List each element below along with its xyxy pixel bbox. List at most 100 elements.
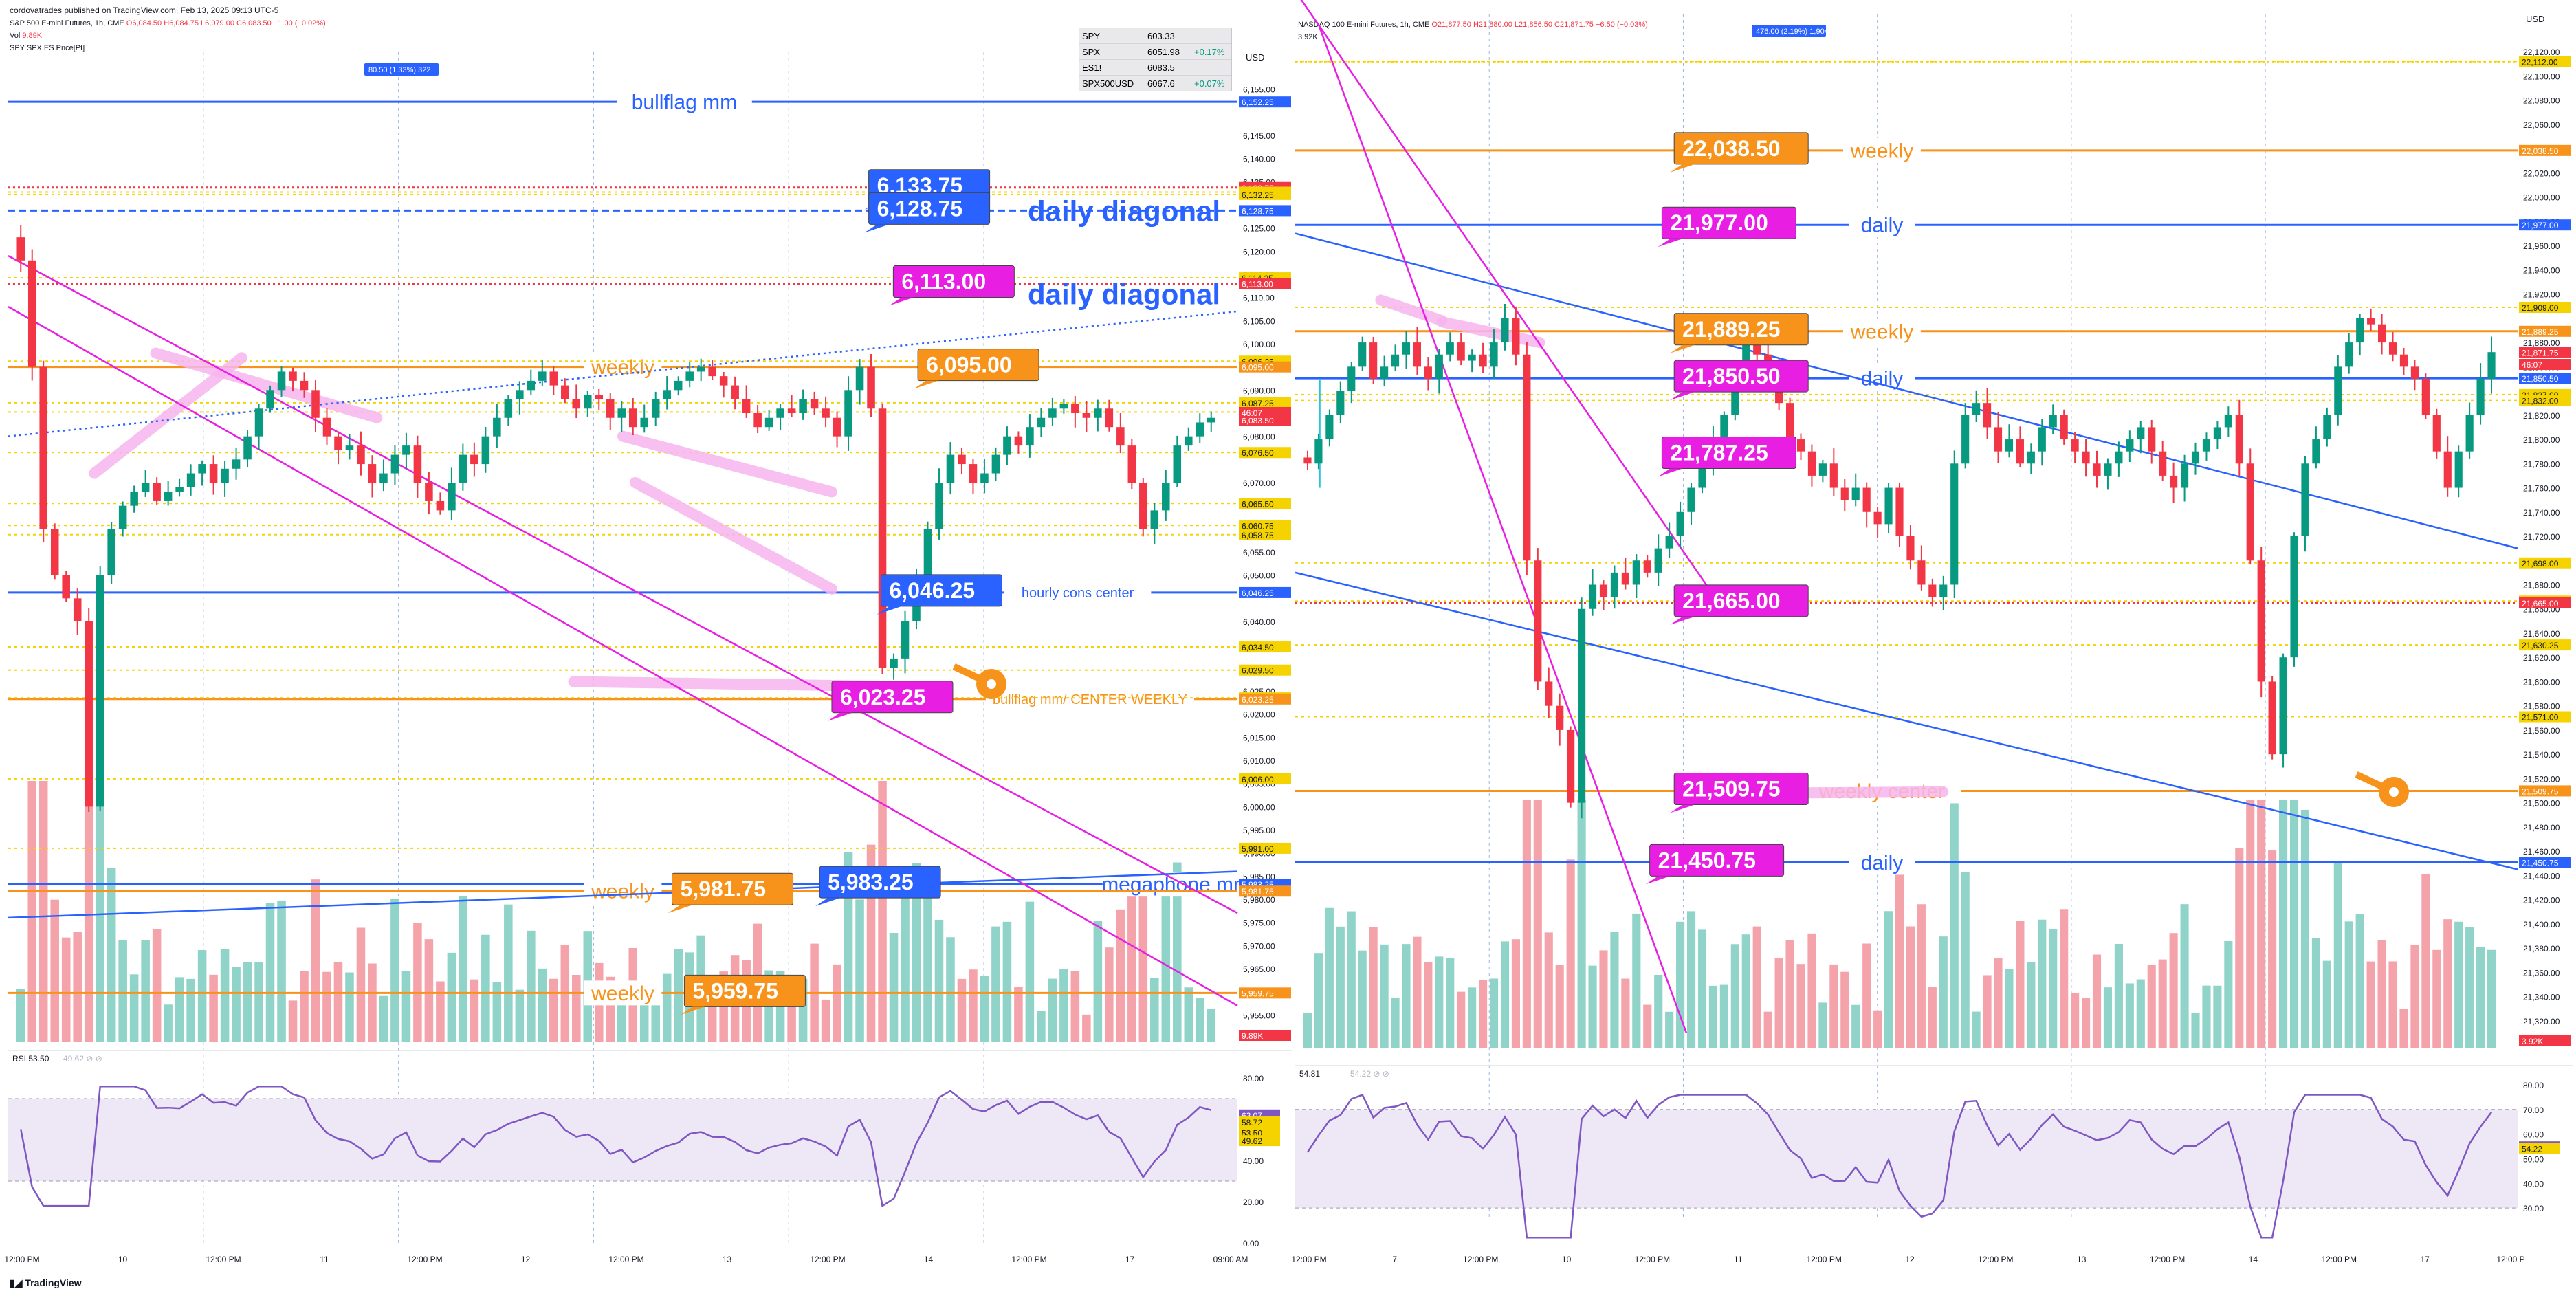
price-callout-pointer — [877, 606, 902, 615]
candle-body — [2421, 378, 2430, 415]
rsi-extra: 54.22 ⊘ ⊘ — [1350, 1069, 1389, 1079]
level-label: weekly — [591, 881, 654, 903]
key-icon-hole — [987, 679, 996, 689]
candle-body — [1884, 487, 1893, 525]
axis-price-tag-text: 21,909.00 — [2522, 303, 2559, 313]
tradingview-logo[interactable]: ▮◢ TradingView — [10, 1277, 82, 1288]
volume-bar — [379, 996, 388, 1042]
volume-bar — [1369, 926, 1378, 1048]
price-tick-label: 6,070.00 — [1243, 478, 1275, 488]
watchlist-row[interactable]: SPY 603.33 — [1082, 30, 1175, 41]
price-tick-label: 21,360.00 — [2523, 968, 2560, 978]
volume-bar — [2432, 949, 2441, 1048]
candle-body — [2235, 415, 2243, 464]
candle-body — [1014, 436, 1023, 446]
currency-label: USD — [1246, 52, 1264, 63]
trend-line — [8, 870, 1238, 919]
candle-body — [266, 390, 274, 409]
axis-price-tag-text: 21,871.75 — [2522, 349, 2559, 358]
candle-body — [118, 505, 127, 529]
price-callout-box — [880, 574, 1002, 607]
volume-bar — [1127, 890, 1136, 1042]
candle-body — [1972, 403, 1981, 415]
candle-body — [1994, 427, 2003, 452]
candle-body — [243, 436, 252, 460]
candle-body — [209, 464, 218, 483]
candle-body — [1162, 483, 1170, 511]
price-callout-pointer — [889, 297, 914, 306]
volume-bar — [2060, 909, 2069, 1048]
candle-body — [696, 366, 705, 372]
watchlist-row[interactable]: ES1! 6083.5 — [1079, 59, 1231, 75]
rsi-tick-label: 50.00 — [2523, 1154, 2544, 1164]
axis-price-tag — [2519, 597, 2571, 608]
axis-price-tag — [2519, 557, 2571, 569]
left-indicator-label[interactable]: SPY SPX ES Price[Pt] — [10, 44, 85, 52]
candle-body — [2246, 463, 2254, 561]
candle-body — [1501, 318, 1509, 343]
candle-body — [1116, 427, 1125, 446]
time-axis-label: 7 — [1393, 1255, 1398, 1264]
volume-bar — [1807, 933, 1816, 1048]
volume-bar — [1435, 956, 1444, 1048]
volume-bar — [2443, 919, 2452, 1048]
candle-body — [2005, 439, 2014, 452]
highlight-stroke — [629, 477, 837, 595]
axis-price-tag-text: 6,065.50 — [1242, 499, 1274, 509]
trend-line — [1295, 571, 2518, 870]
price-tick-label: 6,120.00 — [1243, 247, 1275, 256]
watchlist-widget[interactable]: SPY 603.33 SPX 6051.98 +0.17% ES1! 6083.5 SP… — [1079, 28, 1232, 91]
right-vol-value: 3.92K — [1298, 33, 1318, 41]
price-callout-text: 21,450.75 — [1658, 848, 1756, 872]
candle-body — [334, 436, 342, 450]
volume-bar — [2476, 947, 2485, 1048]
candle-body — [1150, 510, 1159, 529]
price-callout-pointer — [1658, 239, 1683, 248]
level-label: weekly — [591, 356, 654, 379]
time-axis-label: 12:00 PM — [1806, 1255, 1841, 1264]
rsi-tag — [2519, 1143, 2560, 1154]
price-callout-box — [917, 349, 1039, 382]
volume-bar — [1599, 950, 1608, 1048]
candle-body — [357, 446, 365, 465]
candle-body — [867, 366, 875, 409]
price-tick-label: 21,800.00 — [2523, 435, 2560, 445]
candle-body — [2257, 560, 2265, 682]
measure-badge — [1752, 25, 1826, 37]
trend-line — [8, 310, 1238, 437]
candle-body — [2301, 463, 2309, 536]
rsi-band — [1295, 1109, 2518, 1209]
candle-body — [1468, 354, 1476, 361]
candle-body — [85, 622, 93, 807]
axis-price-tag-text: 6,058.75 — [1242, 531, 1274, 540]
candle-body — [991, 454, 1000, 474]
candle-body — [1173, 446, 1182, 483]
volume-bar — [118, 940, 127, 1042]
volume-bar — [1358, 950, 1367, 1048]
axis-price-tag-text: 9.89K — [1242, 1031, 1263, 1041]
candle-body — [516, 390, 524, 399]
watchlist-row[interactable]: SPX500USD 6067.6 +0.07% — [1079, 75, 1231, 91]
candle-body — [708, 366, 716, 377]
left-vol-label: Vol — [10, 32, 21, 40]
axis-price-tag-text: 21,665.00 — [2522, 599, 2559, 608]
volume-bar — [1610, 932, 1619, 1048]
candle-body — [1347, 366, 1356, 391]
time-axis-label: 11 — [320, 1255, 329, 1264]
watchlist-row[interactable]: SPX 6051.98 +0.17% — [1079, 43, 1231, 59]
price-tick-label: 21,340.00 — [2523, 993, 2560, 1002]
volume-bar — [1972, 1011, 1981, 1048]
volume-bar — [1173, 862, 1182, 1042]
volume-bar — [674, 949, 683, 1042]
volume-bar — [878, 781, 887, 1042]
price-tick-label: 5,965.00 — [1243, 965, 1275, 974]
price-tick-label: 6,105.00 — [1243, 316, 1275, 326]
price-callout-text: 21,509.75 — [1682, 776, 1780, 801]
volume-bar — [322, 971, 331, 1042]
volume-bar — [186, 978, 195, 1042]
candle-body — [322, 417, 331, 437]
candle-body — [198, 464, 206, 474]
candle-body — [1862, 487, 1871, 512]
price-tick-label: 21,380.00 — [2523, 944, 2560, 954]
